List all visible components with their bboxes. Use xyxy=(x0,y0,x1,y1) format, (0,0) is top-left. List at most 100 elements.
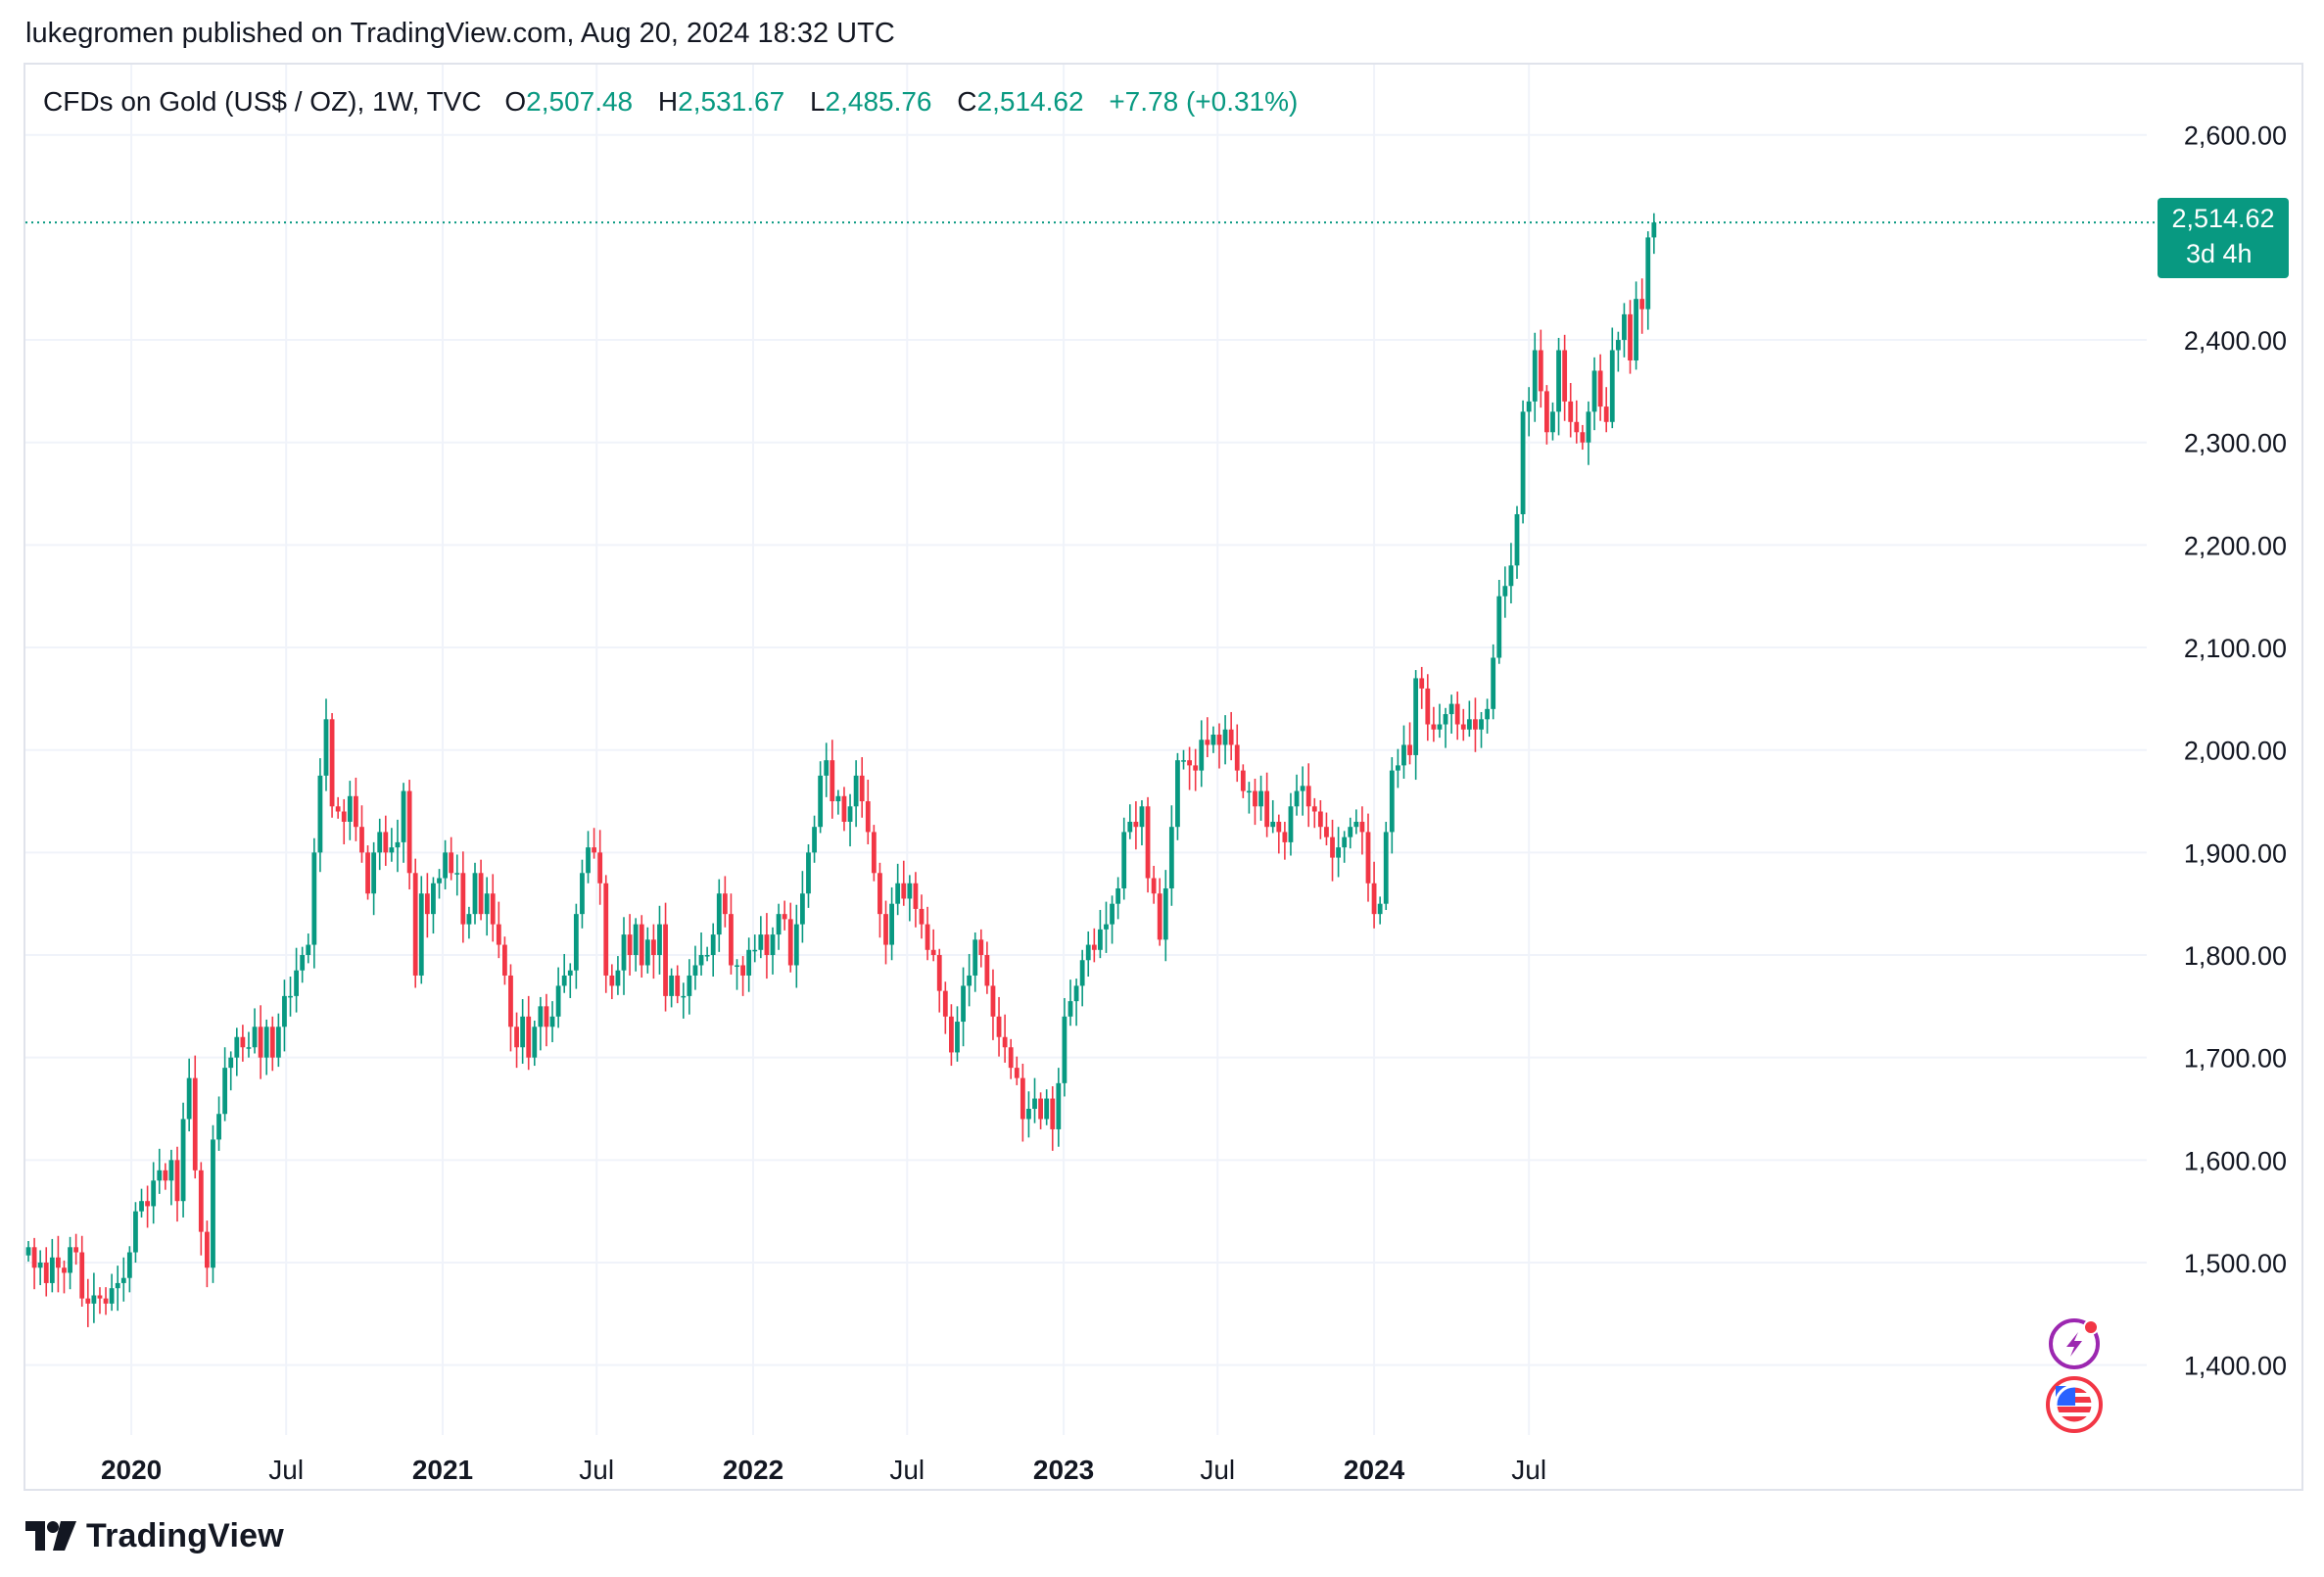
candle-body xyxy=(919,908,925,925)
chart-frame xyxy=(24,63,2303,1491)
candle-body xyxy=(115,1282,120,1289)
candle-body xyxy=(895,883,901,904)
candle-body xyxy=(930,949,936,956)
candle-body xyxy=(1205,740,1210,745)
candle-body xyxy=(25,1247,31,1256)
candle-body xyxy=(1544,391,1549,433)
y-tick-label: 2,100.00 xyxy=(2184,634,2287,663)
candle-body xyxy=(449,852,454,874)
candle-body xyxy=(913,883,919,909)
x-tick-label: Jul xyxy=(1511,1455,1546,1485)
candle-body xyxy=(1228,729,1234,745)
candle-body xyxy=(978,939,984,956)
candle-body xyxy=(657,924,662,956)
candle-body xyxy=(246,1047,252,1049)
candle-body xyxy=(871,832,877,874)
candle-body xyxy=(443,852,448,879)
candle-body xyxy=(1216,735,1222,745)
candle-body xyxy=(907,883,913,899)
candle-body xyxy=(120,1277,126,1283)
candle-body xyxy=(1508,565,1514,587)
candle-body xyxy=(1413,678,1419,755)
candle-body xyxy=(31,1247,37,1268)
candle-body xyxy=(555,985,561,1017)
candle-body xyxy=(990,985,996,1017)
candle-body xyxy=(1342,836,1348,848)
candle-body xyxy=(675,975,681,996)
candle-body xyxy=(573,914,579,971)
candle-body xyxy=(1473,719,1478,730)
x-tick-label: 2024 xyxy=(1344,1455,1405,1485)
candle-body xyxy=(228,1057,234,1069)
lightning-event-icon[interactable] xyxy=(2049,1318,2100,1369)
candle-body xyxy=(1609,350,1615,422)
candle-body xyxy=(1634,299,1638,360)
candle-body xyxy=(520,1016,526,1048)
candle-body xyxy=(1603,406,1609,422)
candle-body xyxy=(1407,744,1412,755)
candle-body xyxy=(222,1068,228,1115)
candle-body xyxy=(1562,350,1568,402)
candle-body xyxy=(1294,790,1300,807)
candle-body xyxy=(853,775,859,807)
candle-body xyxy=(168,1160,174,1181)
candle-body xyxy=(1305,786,1311,807)
candle-body xyxy=(698,955,704,966)
candle-body xyxy=(1145,806,1151,879)
candle-body xyxy=(901,883,907,899)
y-tick-label: 1,500.00 xyxy=(2184,1249,2287,1278)
candle-body xyxy=(103,1298,109,1304)
candle-body xyxy=(735,965,739,967)
chart-legend: CFDs on Gold (US$ / OZ), 1W, TVC O2,507.… xyxy=(43,86,1298,118)
candle-body xyxy=(347,795,353,822)
us-flag-icon[interactable] xyxy=(2046,1376,2103,1433)
candle-body xyxy=(180,1119,186,1202)
candle-body xyxy=(1002,1036,1008,1048)
chart-grid xyxy=(25,65,2147,1435)
candle-body xyxy=(561,975,567,986)
candle-body xyxy=(1110,903,1115,925)
x-tick-label: 2020 xyxy=(101,1455,162,1485)
candle-body xyxy=(1615,340,1621,351)
candle-body xyxy=(377,832,383,853)
candle-body xyxy=(746,949,752,976)
candle-body xyxy=(1502,586,1508,597)
candle-body xyxy=(484,893,490,915)
candle-body xyxy=(91,1295,97,1304)
last-price-tag-countdown: 3d 4h xyxy=(2186,239,2253,268)
candle-body xyxy=(1187,760,1192,766)
candle-body xyxy=(793,924,799,966)
candle-body xyxy=(835,795,841,802)
candle-body xyxy=(133,1211,138,1253)
candle-body xyxy=(395,841,401,848)
candle-body xyxy=(764,934,770,956)
candle-body xyxy=(1067,1001,1073,1017)
candle-body xyxy=(341,811,347,822)
candle-body xyxy=(294,970,299,996)
candle-body xyxy=(73,1247,79,1253)
candle-body xyxy=(365,852,370,894)
candle-body xyxy=(1073,985,1079,1002)
candle-body xyxy=(818,775,824,828)
candle-body xyxy=(841,795,847,822)
candle-body xyxy=(1359,821,1365,833)
candle-body xyxy=(830,760,835,802)
candle-body xyxy=(192,1077,198,1171)
candle-body xyxy=(1622,313,1627,341)
legend-close-label: C xyxy=(957,86,977,117)
y-tick-label: 2,300.00 xyxy=(2184,429,2287,458)
candle-body xyxy=(79,1252,85,1299)
candle-body xyxy=(567,970,573,976)
tradingview-logo[interactable]: TradingView xyxy=(25,1514,284,1557)
candle-body xyxy=(1496,596,1502,658)
candle-body xyxy=(62,1267,67,1273)
candle-body xyxy=(1168,827,1174,888)
candle-body xyxy=(1311,806,1317,812)
legend-change: +7.78 (+0.31%) xyxy=(1109,86,1299,117)
candle-body xyxy=(275,1027,281,1058)
candle-body xyxy=(311,852,317,945)
candle-body xyxy=(460,873,466,925)
candle-body xyxy=(68,1247,72,1273)
candle-body xyxy=(1210,735,1216,745)
